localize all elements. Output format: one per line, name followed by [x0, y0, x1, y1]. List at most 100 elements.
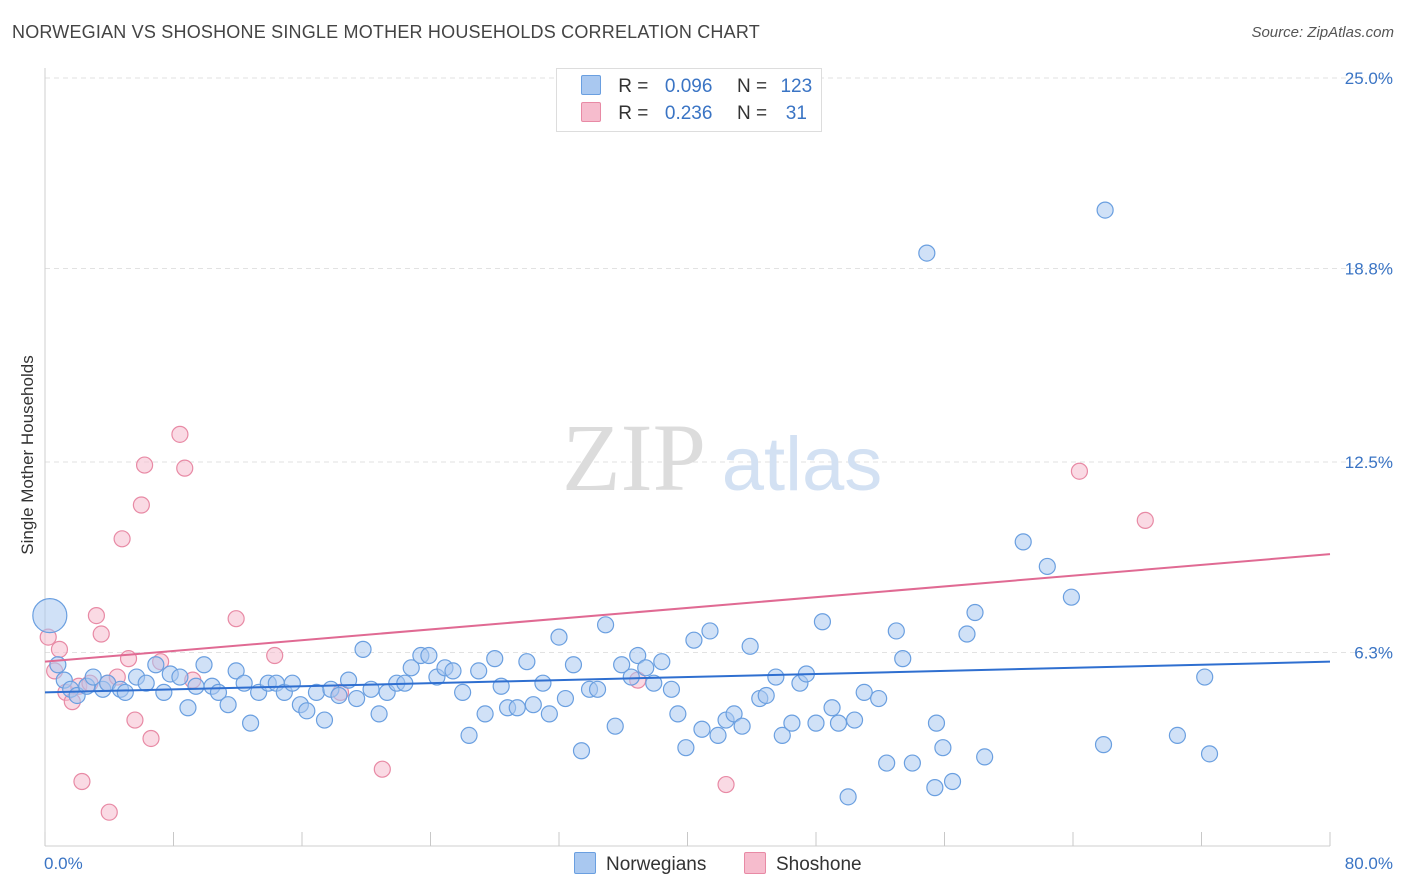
shoshone-point	[171, 425, 189, 443]
norwegian-point	[550, 628, 568, 646]
source-label: Source: ZipAtlas.com	[1251, 24, 1394, 41]
shoshone-point	[73, 772, 91, 791]
trend-lines	[44, 553, 1331, 694]
shoshone-point	[373, 760, 391, 778]
norwegian-point	[903, 754, 921, 772]
norwegian-point	[662, 680, 681, 698]
norwegian-point	[348, 689, 366, 708]
n-label: N =	[736, 76, 768, 97]
norwegian-point	[518, 653, 536, 671]
shoshone-point	[119, 650, 138, 668]
n-label: N =	[736, 103, 768, 124]
tick-labels: 6.3% 12.5% 18.8% 25.0% 0.0% 80.0%	[44, 69, 1393, 873]
shoshone-point	[87, 606, 106, 625]
norwegian-point	[420, 646, 438, 665]
norwegian-point	[943, 772, 962, 791]
shoshone-point	[1136, 511, 1154, 529]
chart-title: NORWEGIAN VS SHOSHONE SINGLE MOTHER HOUS…	[12, 22, 760, 42]
norwegian-point	[116, 683, 134, 702]
legend-swatch-shoshone	[744, 852, 766, 874]
norwegian-point	[606, 717, 624, 735]
norwegian-point	[219, 696, 237, 714]
watermark: ZIP atlas	[562, 404, 882, 511]
norwegian-point	[669, 705, 687, 723]
norwegian-point	[1094, 736, 1113, 754]
norwegian-point	[155, 683, 173, 702]
norwegian-point	[693, 720, 711, 738]
norwegian-point	[894, 650, 912, 668]
legend-item-shoshone[interactable]: Shoshone	[744, 852, 862, 876]
norwegian-point	[195, 656, 213, 674]
norwegian-point	[171, 668, 189, 686]
norwegian-point	[1168, 726, 1187, 745]
norwegian-point	[976, 748, 994, 766]
norwegian-point	[564, 656, 583, 674]
norwegian-point	[773, 726, 791, 745]
norwegian-point	[1200, 745, 1219, 763]
norwegian-point	[870, 689, 888, 708]
norwegian-point	[1038, 557, 1056, 576]
shoshone-point	[176, 459, 194, 477]
norwegian-point	[927, 714, 946, 732]
watermark-atlas: atlas	[722, 422, 883, 507]
shoshone-point	[227, 610, 245, 628]
norwegian-point	[829, 714, 848, 732]
n-value: 123	[780, 76, 813, 97]
shoshone-point	[100, 803, 118, 821]
norwegian-point	[783, 714, 801, 732]
norwegian-point	[757, 686, 775, 705]
norwegian-point	[855, 683, 873, 702]
shoshone-point	[266, 646, 284, 665]
norwegian-point	[137, 674, 155, 692]
norwegian-point	[918, 244, 936, 262]
norwegian-point	[315, 711, 334, 729]
r-label: R =	[618, 103, 649, 124]
shoshone-point	[142, 729, 160, 748]
norwegians-points	[32, 201, 1219, 806]
norwegian-point	[1062, 588, 1080, 606]
norwegian-point	[298, 702, 316, 720]
norwegian-point	[556, 689, 575, 708]
correlation-legend: R = 0.096 N = 123 R = 0.236 N = 31	[556, 68, 822, 132]
norwegian-point	[476, 705, 494, 723]
norwegian-point	[370, 705, 388, 723]
y-tick-label: 12.5%	[1345, 453, 1393, 472]
norwegian-point	[958, 625, 976, 643]
x-tick-label-min: 0.0%	[44, 854, 83, 873]
norwegian-point	[84, 668, 102, 686]
norwegian-point	[807, 714, 825, 732]
norwegian-point	[845, 711, 864, 729]
norwegian-point	[283, 674, 301, 692]
norwegian-point	[572, 742, 591, 760]
legend-row-shoshone: R = 0.236 N = 31	[581, 102, 820, 124]
norwegian-point	[709, 726, 727, 745]
norwegian-point	[878, 754, 896, 772]
norwegian-point	[227, 662, 245, 680]
norwegian-point	[147, 656, 165, 674]
norwegian-point	[701, 622, 719, 640]
shoshone-point	[1070, 462, 1089, 480]
norwegian-point	[242, 714, 260, 732]
norwegian-point	[629, 646, 647, 665]
n-value: 31	[785, 103, 807, 124]
norwegian-point	[524, 696, 542, 714]
y-tick-label: 25.0%	[1345, 69, 1393, 88]
shoshone-trend-line	[44, 553, 1331, 663]
y-tick-label: 18.8%	[1345, 259, 1393, 278]
norwegian-point	[1096, 201, 1114, 219]
norwegian-point	[444, 662, 462, 680]
x-tick-label-max: 80.0%	[1345, 854, 1393, 873]
shoshone-point	[92, 625, 110, 643]
norwegian-point	[823, 699, 841, 717]
legend-swatch-pink	[581, 102, 601, 122]
norwegian-point	[486, 650, 504, 668]
r-label: R =	[618, 76, 649, 97]
legend-item-norwegians[interactable]: Norwegians	[574, 852, 706, 876]
norwegian-point	[235, 674, 253, 692]
norwegian-point	[677, 739, 695, 757]
norwegian-point	[813, 613, 832, 631]
norwegian-point	[613, 656, 631, 674]
r-value: 0.236	[664, 103, 713, 124]
norwegian-point	[637, 659, 655, 677]
